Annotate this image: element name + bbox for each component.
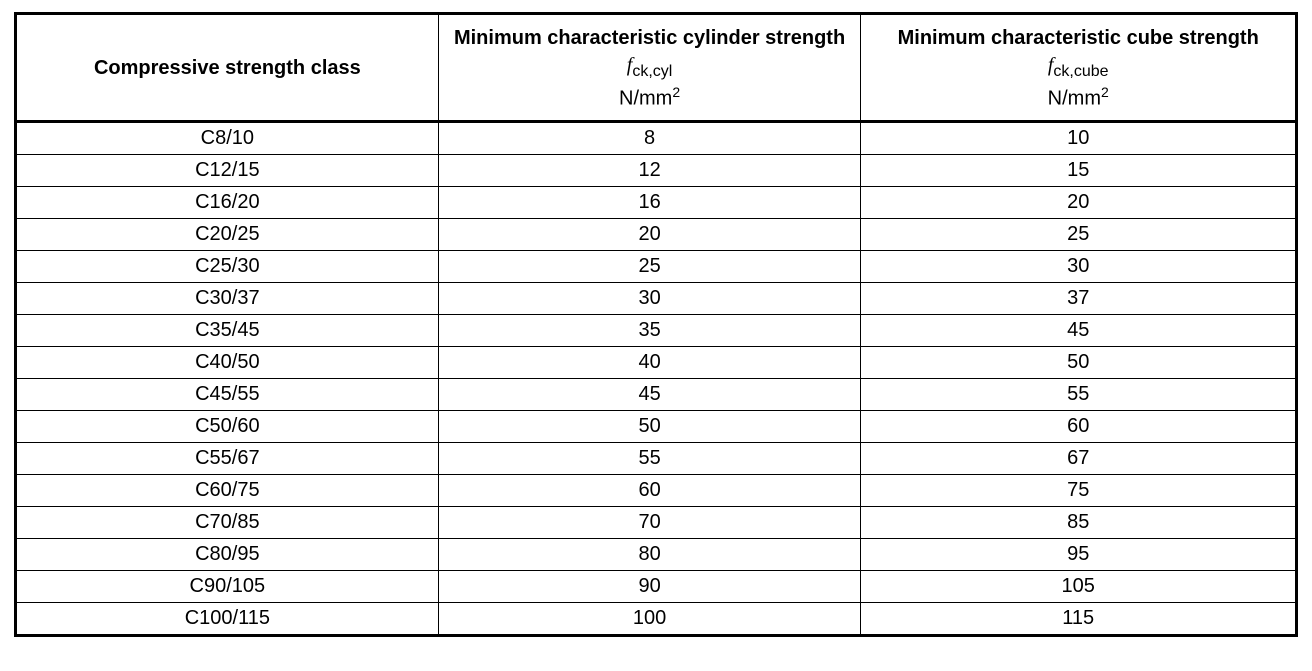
strength-class-table: Compressive strength class Minimum chara… [14,12,1298,637]
table-header-row: Compressive strength class Minimum chara… [16,14,1297,122]
cell-cube: 67 [861,443,1297,475]
cell-cylinder: 35 [438,315,861,347]
header-class-title: Compressive strength class [94,57,361,79]
cell-cylinder: 90 [438,571,861,603]
cell-class: C40/50 [16,347,439,379]
header-cube: Minimum characteristic cube strength fck… [861,14,1297,122]
cell-class: C20/25 [16,219,439,251]
cell-cube: 105 [861,571,1297,603]
cell-cube: 75 [861,475,1297,507]
cell-cylinder: 8 [438,122,861,155]
table-row: C80/958095 [16,539,1297,571]
cell-cube: 37 [861,283,1297,315]
header-cube-unit-exp: 2 [1101,84,1109,100]
table-row: C8/10810 [16,122,1297,155]
table-row: C70/857085 [16,507,1297,539]
table-row: C25/302530 [16,251,1297,283]
table-row: C50/605060 [16,411,1297,443]
cell-class: C55/67 [16,443,439,475]
cell-class: C8/10 [16,122,439,155]
table-row: C20/252025 [16,219,1297,251]
header-cube-title: Minimum characteristic cube strength [898,27,1259,49]
header-cylinder-subscript: ck,cyl [632,63,672,80]
cell-cube: 10 [861,122,1297,155]
header-cylinder-unit-exp: 2 [672,84,680,100]
cell-class: C70/85 [16,507,439,539]
cell-cylinder: 55 [438,443,861,475]
header-class: Compressive strength class [16,14,439,122]
table-row: C45/554555 [16,379,1297,411]
cell-class: C45/55 [16,379,439,411]
cell-class: C30/37 [16,283,439,315]
table-row: C16/201620 [16,187,1297,219]
cell-cube: 45 [861,315,1297,347]
table-row: C12/151215 [16,155,1297,187]
header-cylinder-unit: N/mm [619,87,672,109]
cell-cube: 25 [861,219,1297,251]
cell-cube: 60 [861,411,1297,443]
table-row: C40/504050 [16,347,1297,379]
cell-cube: 20 [861,187,1297,219]
table-body: C8/10810C12/151215C16/201620C20/252025C2… [16,122,1297,636]
table-row: C100/115100115 [16,603,1297,636]
cell-class: C100/115 [16,603,439,636]
cell-cube: 50 [861,347,1297,379]
header-cube-subscript: ck,cube [1053,63,1108,80]
cell-cube: 30 [861,251,1297,283]
table-row: C90/10590105 [16,571,1297,603]
cell-cube: 95 [861,539,1297,571]
cell-cylinder: 45 [438,379,861,411]
cell-class: C16/20 [16,187,439,219]
header-cylinder-title: Minimum characteristic cylinder strength [454,27,845,49]
cell-class: C12/15 [16,155,439,187]
cell-cylinder: 20 [438,219,861,251]
cell-cube: 55 [861,379,1297,411]
cell-cylinder: 70 [438,507,861,539]
cell-class: C35/45 [16,315,439,347]
cell-cylinder: 30 [438,283,861,315]
cell-cylinder: 12 [438,155,861,187]
header-cylinder: Minimum characteristic cylinder strength… [438,14,861,122]
table-row: C60/756075 [16,475,1297,507]
cell-cylinder: 50 [438,411,861,443]
cell-class: C60/75 [16,475,439,507]
cell-cylinder: 60 [438,475,861,507]
cell-class: C25/30 [16,251,439,283]
table-row: C30/373037 [16,283,1297,315]
cell-cylinder: 25 [438,251,861,283]
header-cube-unit: N/mm [1048,87,1101,109]
cell-cylinder: 40 [438,347,861,379]
cell-cube: 15 [861,155,1297,187]
cell-cube: 85 [861,507,1297,539]
cell-cylinder: 80 [438,539,861,571]
cell-class: C50/60 [16,411,439,443]
cell-class: C90/105 [16,571,439,603]
table-row: C35/453545 [16,315,1297,347]
cell-cylinder: 16 [438,187,861,219]
table-row: C55/675567 [16,443,1297,475]
cell-class: C80/95 [16,539,439,571]
cell-cube: 115 [861,603,1297,636]
cell-cylinder: 100 [438,603,861,636]
